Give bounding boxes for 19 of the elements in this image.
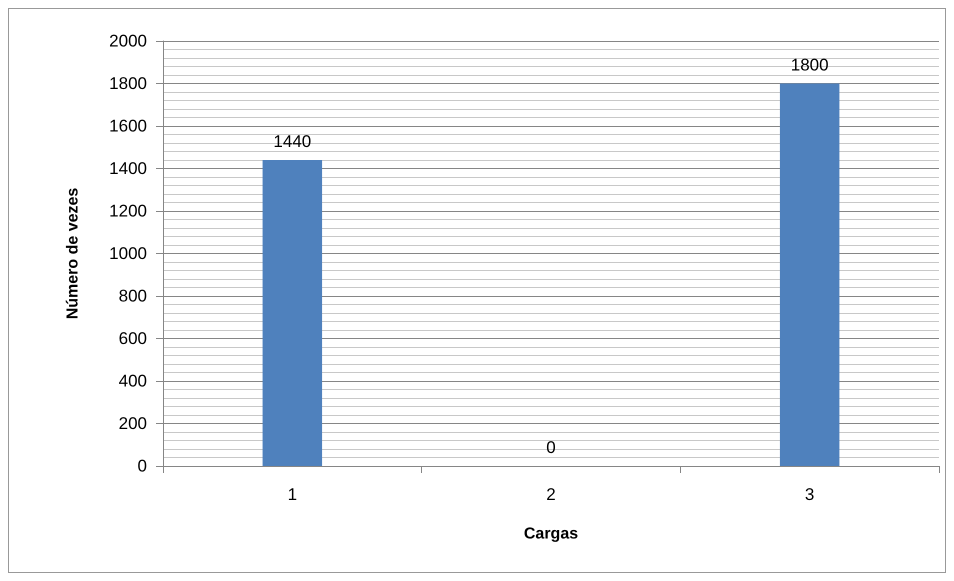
y-tick-label: 1800 [109,74,147,93]
y-tick-label: 0 [138,456,147,476]
x-axis-title: Cargas [524,526,578,542]
y-axis-title: Número de vezes [64,188,82,320]
x-tick-label: 2 [546,485,556,504]
data-label: 1440 [273,132,312,151]
y-tick-label: 600 [118,329,147,348]
y-tick-label: 2000 [109,32,147,50]
y-tick-label: 1400 [109,159,147,178]
data-label: 0 [546,438,556,457]
x-tick-label: 3 [804,485,814,504]
data-label: 1800 [790,56,829,74]
y-tick-label: 800 [118,286,147,306]
x-tick-label: 1 [288,485,298,504]
y-tick-label: 400 [118,372,147,390]
y-tick-label: 1000 [109,244,147,263]
y-tick-label: 1600 [109,116,147,136]
y-tick-label: 1200 [109,202,147,220]
y-tick-label: 200 [118,414,147,433]
